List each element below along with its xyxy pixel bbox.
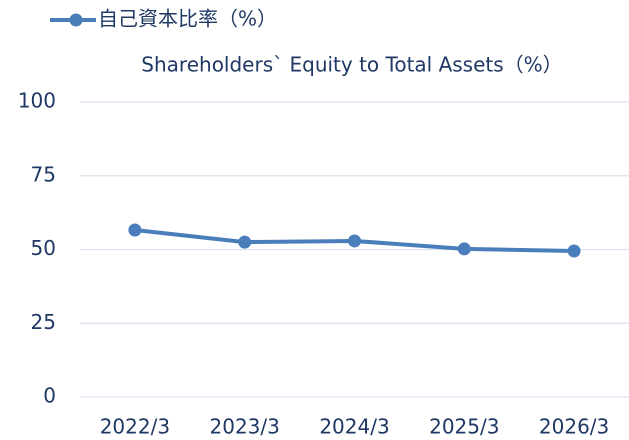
data-point — [457, 242, 471, 256]
data-point — [238, 235, 252, 249]
x-tick-label: 2022/3 — [100, 415, 170, 439]
data-point — [128, 223, 142, 237]
x-tick-label: 2025/3 — [429, 415, 499, 439]
data-point — [348, 234, 361, 248]
data-point — [567, 244, 581, 258]
legend-marker — [69, 13, 83, 27]
y-tick-label: 25 — [31, 310, 56, 334]
chart-subtitle: Shareholders` Equity to Total Assets（%） — [141, 53, 562, 77]
y-tick-label: 100 — [18, 89, 56, 113]
legend-label: 自己資本比率（%） — [98, 7, 277, 31]
x-tick-label: 2026/3 — [539, 415, 609, 439]
x-tick-label: 2023/3 — [210, 415, 280, 439]
y-tick-label: 50 — [31, 236, 56, 260]
x-tick-label: 2024/3 — [319, 415, 389, 439]
y-tick-label: 75 — [31, 162, 56, 186]
y-tick-label: 0 — [43, 384, 56, 408]
